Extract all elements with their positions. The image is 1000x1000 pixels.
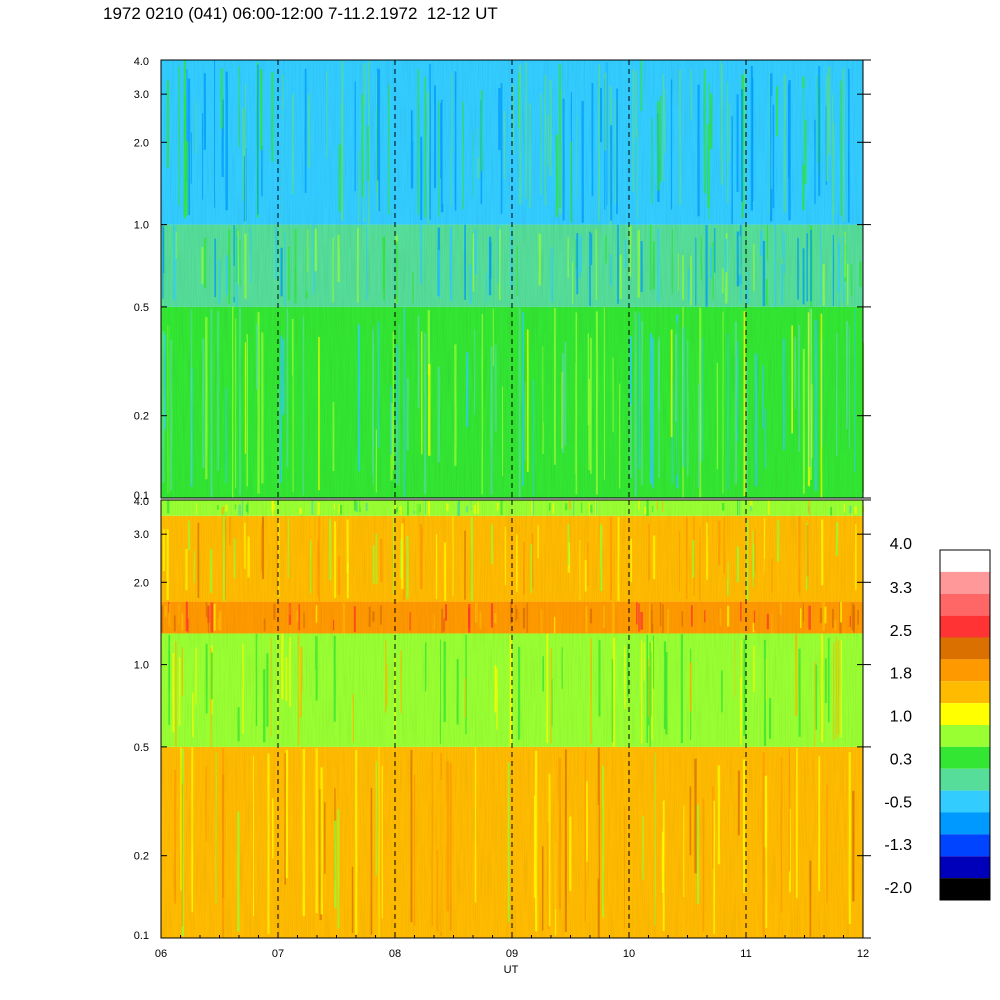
bottom-spectrogram-panel: 0.1 0.2 0.5 1.0 2.0 3.0 4.0 (134, 496, 871, 942)
xtick-label: 08 (389, 948, 401, 960)
colorbar-segment (940, 856, 990, 879)
bot-ytick-label: 3.0 (134, 529, 149, 541)
colorbar-label: 3.3 (890, 580, 912, 597)
top-ytick-label: 1.0 (134, 220, 149, 232)
colorbar-segment (940, 615, 990, 638)
colorbar-label: 1.8 (890, 666, 912, 683)
colorbar-frame (939, 549, 991, 901)
top-ytick-label: 0.2 (134, 411, 149, 423)
colorbar-segment (940, 550, 990, 572)
colorbar: 4.0 3.3 2.5 1.8 1.0 0.3 -0.5 -1.3 -2.0 (884, 536, 991, 901)
colorbar-segment (940, 790, 990, 813)
colorbar-segment (940, 768, 990, 791)
colorbar-label: -2.0 (884, 880, 912, 897)
xtick-label: 06 (155, 948, 167, 960)
xtick-label: 07 (272, 948, 284, 960)
chart-title: 1972 0210 (041) 06:00-12:00 7-11.2.1972 … (103, 4, 498, 23)
colorbar-segment (940, 725, 990, 747)
colorbar-segment (940, 703, 990, 725)
colorbar-segment (940, 681, 990, 704)
xtick-label: 11 (740, 948, 751, 960)
colorbar-segment (940, 878, 990, 900)
xtick-label: 10 (623, 948, 635, 960)
top-ytick-label: 2.0 (134, 137, 149, 149)
colorbar-segment (940, 571, 990, 594)
xtick-label: 12 (857, 948, 869, 960)
colorbar-label: 0.3 (890, 751, 912, 768)
top-ytick-label: 4.0 (134, 56, 149, 68)
bot-ytick-label: 4.0 (134, 496, 149, 508)
colorbar-label: -0.5 (884, 794, 912, 811)
colorbar-segment (940, 746, 990, 769)
top-panel-frame (160, 59, 864, 499)
colorbar-segment (940, 593, 990, 616)
bot-ytick-label: 0.5 (134, 742, 149, 754)
top-ytick-label: 0.1 (134, 490, 149, 502)
colorbar-segment (940, 637, 990, 660)
colorbar-label: 2.5 (890, 623, 912, 640)
top-spectrogram-panel: 0.1 0.2 0.5 1.0 2.0 3.0 4.0 (134, 56, 871, 502)
x-axis-label: UT (504, 964, 519, 976)
bot-ytick-label: 2.0 (134, 577, 149, 589)
colorbar-label: -1.3 (884, 837, 912, 854)
colorbar-segment (940, 812, 990, 835)
colorbar-segment (940, 834, 990, 857)
top-ytick-label: 3.0 (134, 89, 149, 101)
bot-ytick-label: 0.2 (134, 851, 149, 863)
bot-ytick-label: 0.1 (134, 930, 149, 942)
xtick-label: 09 (506, 948, 518, 960)
colorbar-label: 4.0 (890, 536, 912, 553)
colorbar-label: 1.0 (890, 709, 912, 726)
colorbar-segment (940, 659, 990, 682)
bot-ytick-label: 1.0 (134, 660, 149, 672)
top-ytick-label: 0.5 (134, 302, 149, 314)
x-axis: 06 07 08 09 10 11 12 (155, 932, 869, 960)
